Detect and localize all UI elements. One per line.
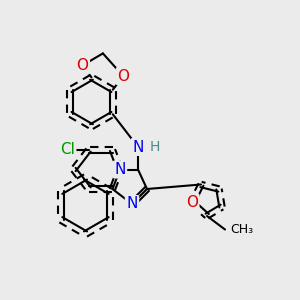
Text: O: O [117,69,129,84]
Text: O: O [186,195,198,210]
Text: N: N [114,162,126,177]
Text: CH₃: CH₃ [230,223,254,236]
Text: Cl: Cl [60,142,75,158]
Text: N: N [126,196,138,211]
Text: N: N [132,140,144,154]
Text: O: O [76,58,88,73]
Text: H: H [149,140,160,154]
